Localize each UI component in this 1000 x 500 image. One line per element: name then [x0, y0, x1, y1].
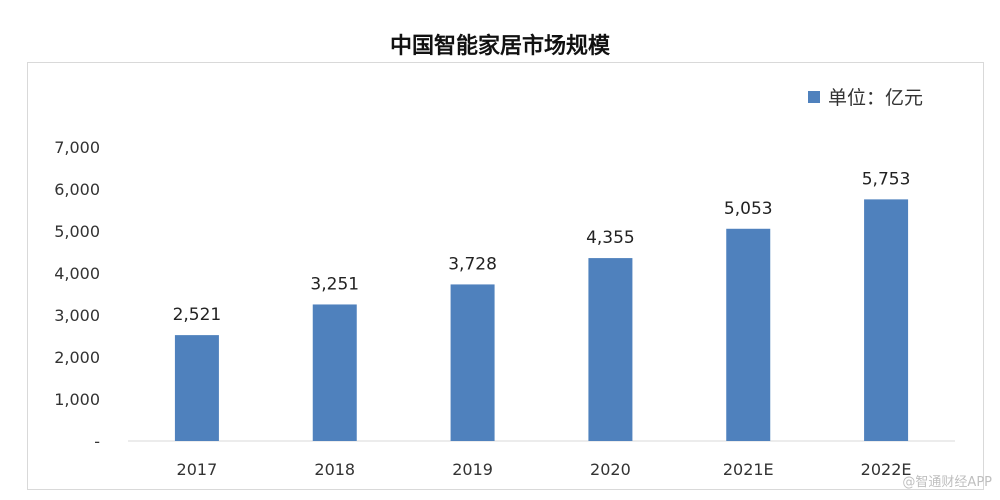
data-label: 2,521 — [173, 305, 222, 325]
data-label: 5,053 — [724, 199, 773, 219]
x-tick-label: 2018 — [314, 460, 355, 479]
bar — [450, 284, 495, 441]
bar — [864, 199, 909, 441]
data-label: 4,355 — [586, 228, 635, 248]
bar — [312, 304, 357, 441]
watermark-text: @智通财经APP — [902, 475, 992, 490]
x-tick-label: 2021E — [723, 460, 774, 479]
y-tick-label: 6,000 — [54, 180, 100, 199]
y-tick-label: 4,000 — [54, 264, 100, 283]
x-tick-label: 2017 — [177, 460, 218, 479]
bar — [726, 228, 771, 441]
data-label: 5,753 — [862, 169, 911, 189]
y-tick-label: 7,000 — [54, 138, 100, 157]
y-tick-label: 2,000 — [54, 348, 100, 367]
y-tick-label: - — [94, 432, 100, 451]
y-tick-label: 3,000 — [54, 306, 100, 325]
chart-frame — [27, 62, 984, 490]
y-tick-label: 5,000 — [54, 222, 100, 241]
data-label: 3,728 — [448, 254, 497, 274]
bar — [588, 258, 633, 441]
x-tick-label: 2019 — [452, 460, 493, 479]
legend-swatch — [808, 91, 820, 103]
data-label: 3,251 — [310, 274, 359, 294]
y-tick-label: 1,000 — [54, 390, 100, 409]
chart-title: 中国智能家居市场规模 — [389, 34, 610, 59]
legend-label: 单位：亿元 — [828, 87, 923, 109]
bar — [174, 335, 219, 441]
x-tick-label: 2020 — [590, 460, 631, 479]
x-tick-label: 2022E — [861, 460, 912, 479]
